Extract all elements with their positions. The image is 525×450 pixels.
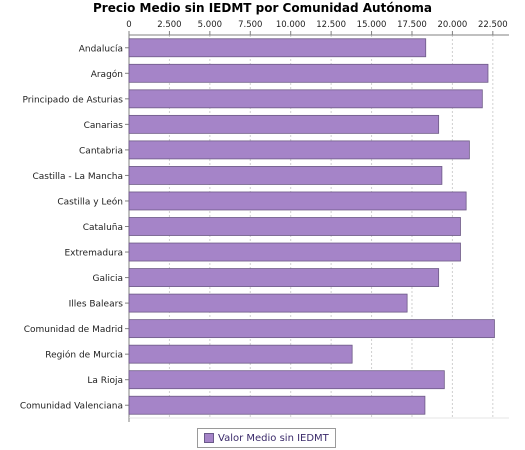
legend: Valor Medio sin IEDMT [197, 428, 336, 448]
category-label: Andalucía [79, 44, 123, 54]
bar [128, 191, 467, 211]
bar [128, 166, 443, 185]
category-label: Región de Murcia [45, 350, 123, 361]
bar [128, 242, 461, 262]
x-tick-label: 22.500 [478, 20, 508, 30]
bar [128, 370, 445, 390]
category-label: Aragón [91, 69, 123, 80]
category-label: Castilla y León [57, 196, 123, 207]
bar [128, 89, 483, 109]
x-tick-label: 10.000 [276, 20, 306, 30]
category-label: Comunidad Valenciana [20, 402, 123, 412]
bar [128, 217, 461, 236]
bar [128, 140, 470, 160]
bar [128, 344, 353, 364]
bar [128, 38, 427, 58]
category-label: Canarias [84, 121, 124, 131]
bar [128, 395, 426, 415]
category-label: Illes Balears [69, 300, 124, 310]
bar [128, 293, 408, 313]
x-tick-label: 7.500 [238, 20, 262, 30]
category-label: Cataluña [83, 223, 123, 233]
bar [128, 114, 440, 134]
category-label: Castilla - La Mancha [32, 172, 123, 182]
x-tick-label: 20.000 [438, 20, 468, 30]
legend-label: Valor Medio sin IEDMT [218, 432, 329, 444]
bar [128, 268, 440, 287]
x-tick-label: 17.500 [397, 20, 427, 30]
category-label: Principado de Asturias [22, 95, 123, 105]
bar [128, 319, 495, 339]
x-tick-label: 15.000 [357, 20, 387, 30]
category-label: Galicia [93, 274, 123, 284]
x-tick-label: 0 [126, 20, 131, 30]
category-label: Cantabria [79, 146, 123, 156]
x-tick-label: 2.500 [157, 20, 181, 30]
category-label: Extremadura [65, 249, 124, 259]
category-label: Comunidad de Madrid [24, 325, 123, 335]
category-label: La Rioja [87, 376, 123, 386]
legend-swatch [204, 433, 214, 443]
x-tick-label: 5.000 [198, 20, 222, 30]
chart-title: Precio Medio sin IEDMT por Comunidad Aut… [93, 1, 432, 15]
bar [128, 63, 489, 83]
x-tick-label: 12.500 [316, 20, 346, 30]
